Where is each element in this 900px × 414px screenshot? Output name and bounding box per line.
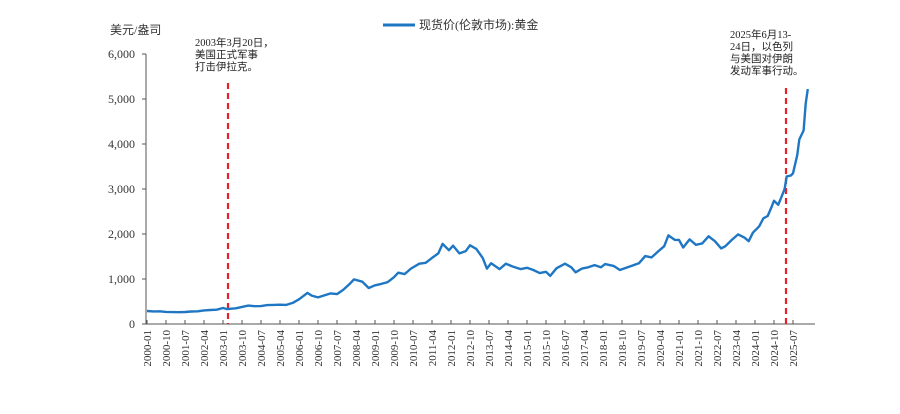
event-annotation-text-israel-iran: 与美国对伊朗 [730, 52, 793, 65]
y-tick-label: 1,000 [108, 272, 135, 286]
x-tick-label: 2016-07 [560, 330, 572, 367]
y-tick-label: 6,000 [108, 47, 135, 61]
x-tick-label: 2023-04 [731, 330, 743, 367]
x-tick-label: 2003-01 [218, 330, 230, 367]
x-tick-label: 2006-10 [313, 330, 325, 367]
x-tick-label: 2024-01 [750, 330, 762, 367]
x-tick-label: 2002-04 [199, 330, 211, 367]
series-layer [146, 88, 809, 314]
x-tick-label: 2004-07 [256, 330, 268, 367]
x-tick-label: 2015-10 [541, 330, 553, 367]
y-tick-label: 0 [129, 317, 135, 331]
x-tick-label: 2025-07 [788, 330, 800, 367]
event-annotation-text-iraq-war: 2003年3月20日， [195, 36, 274, 49]
x-tick-label: 2024-10 [769, 330, 781, 367]
x-tick-label: 2003-10 [237, 330, 249, 367]
x-tick-label: 2020-04 [655, 330, 667, 367]
x-tick-label: 2014-04 [503, 330, 515, 367]
legend: 现货价(伦敦市场):黄金 [383, 17, 538, 32]
x-tick-label: 2019-07 [636, 330, 648, 367]
x-tick-label: 2018-10 [617, 330, 629, 367]
x-axis-ticks: 2000-01 2000-10 2001-07 2002-04 2003-01 2003-… [142, 320, 800, 367]
x-tick-label: 2021-10 [693, 330, 705, 367]
x-tick-label: 2012-01 [446, 330, 458, 367]
x-tick-label: 2022-07 [712, 330, 724, 367]
x-tick-label: 2009-10 [389, 330, 401, 367]
x-tick-label: 2021-01 [674, 330, 686, 367]
x-tick-label: 2011-04 [427, 330, 439, 367]
event-annotation-text-israel-iran: 发动军事行动。 [730, 64, 804, 77]
x-tick-label: 2012-10 [465, 330, 477, 367]
y-axis-ticks: 0 1,000 2,000 3,000 4,000 5,000 6,000 [108, 47, 146, 331]
event-marker-lines [226, 83, 788, 324]
gold-price-line [146, 88, 809, 314]
x-tick-label: 2013-07 [484, 330, 496, 367]
x-tick-label: 2017-04 [579, 330, 591, 367]
x-tick-label: 2005-04 [275, 330, 287, 367]
x-tick-label: 2007-07 [332, 330, 344, 367]
x-tick-label: 2000-01 [142, 330, 154, 367]
axes [145, 54, 815, 325]
x-tick-label: 2006-01 [294, 330, 306, 367]
y-axis-unit-label: 美元/盎司 [110, 23, 161, 37]
event-annotation-text-iraq-war: 美国正式军事 [195, 48, 258, 61]
event-annotation-text-israel-iran: 2025年6月13- [730, 28, 792, 41]
x-tick-label: 2000-10 [161, 330, 173, 367]
x-tick-label: 2018-01 [598, 330, 610, 367]
x-tick-label: 2015-01 [522, 330, 534, 367]
x-tick-label: 2009-01 [370, 330, 382, 367]
x-tick-label: 2001-07 [180, 330, 192, 367]
y-tick-label: 3,000 [108, 182, 135, 196]
event-annotation-text-iraq-war: 打击伊拉克。 [195, 60, 258, 73]
legend-label: 现货价(伦敦市场):黄金 [419, 17, 538, 32]
x-tick-label: 2010-07 [408, 330, 420, 367]
y-tick-label: 4,000 [108, 137, 135, 151]
y-tick-label: 2,000 [108, 227, 135, 241]
y-tick-label: 5,000 [108, 92, 135, 106]
x-tick-label: 2008-04 [351, 330, 363, 367]
event-annotation-text-israel-iran: 24日，以色列 [730, 40, 793, 53]
